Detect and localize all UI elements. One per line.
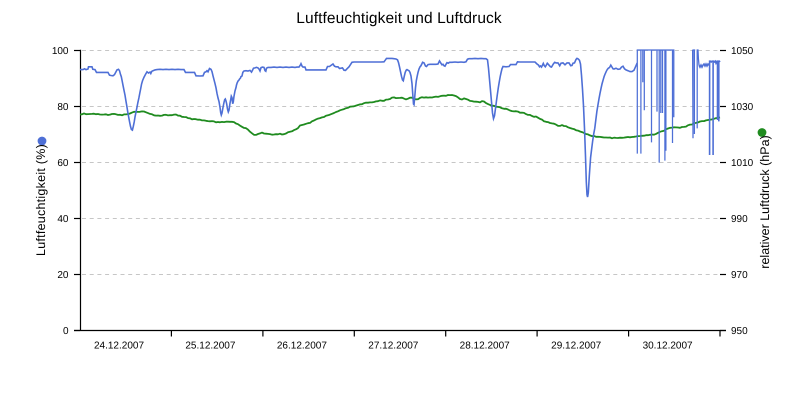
svg-text:24.12.2007: 24.12.2007 xyxy=(94,340,144,351)
svg-text:0: 0 xyxy=(63,326,69,337)
svg-text:80: 80 xyxy=(57,102,69,113)
svg-text:60: 60 xyxy=(57,158,69,169)
svg-text:1030: 1030 xyxy=(731,102,754,113)
svg-text:25.12.2007: 25.12.2007 xyxy=(185,340,235,351)
svg-text:100: 100 xyxy=(52,46,69,57)
svg-text:40: 40 xyxy=(57,214,69,225)
svg-text:950: 950 xyxy=(731,326,748,337)
svg-text:27.12.2007: 27.12.2007 xyxy=(368,340,418,351)
svg-text:29.12.2007: 29.12.2007 xyxy=(551,340,601,351)
svg-text:970: 970 xyxy=(731,270,748,281)
svg-text:28.12.2007: 28.12.2007 xyxy=(460,340,510,351)
svg-text:990: 990 xyxy=(731,214,748,225)
svg-text:relativer Luftdruck (hPa): relativer Luftdruck (hPa) xyxy=(758,135,772,268)
svg-text:Luftfeuchtigkeit (%): Luftfeuchtigkeit (%) xyxy=(34,144,48,256)
svg-text:1050: 1050 xyxy=(731,46,754,57)
svg-text:Luftfeuchtigkeit und Luftdruck: Luftfeuchtigkeit und Luftdruck xyxy=(296,10,502,27)
svg-text:26.12.2007: 26.12.2007 xyxy=(277,340,327,351)
svg-text:30.12.2007: 30.12.2007 xyxy=(643,340,693,351)
svg-text:20: 20 xyxy=(57,270,69,281)
svg-text:1010: 1010 xyxy=(731,158,754,169)
